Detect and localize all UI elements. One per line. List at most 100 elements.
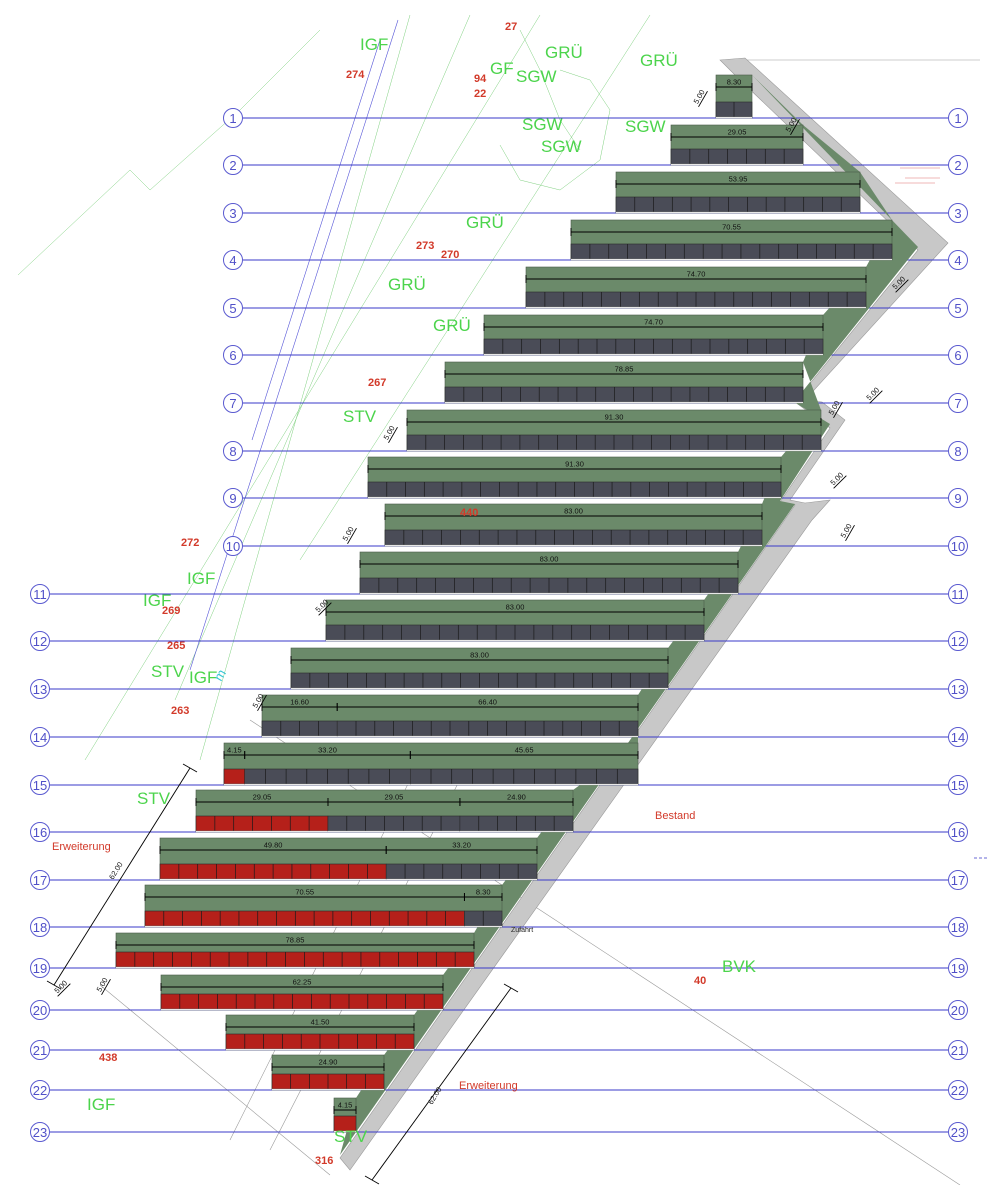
zone-label-igf: IGF [360,35,388,54]
grid-number-right: 9 [954,491,961,506]
grid-bubble-left [30,917,50,937]
dimension-label: 78.85 [286,936,305,945]
parcel-number: 263 [171,705,189,717]
dimension-label: 29.05 [253,793,272,802]
panel-row: 24.90 [271,1054,385,1091]
long-dim-tick [364,1175,380,1185]
grid-number-right: 15 [951,778,965,793]
small-dim-line [895,279,909,293]
grid-number-right: 18 [951,920,965,935]
grid-number-right: 10 [951,539,965,554]
long-dim-tick [503,983,519,993]
dimension-label: 33.20 [452,841,471,850]
dimension-label: 74.70 [644,318,663,327]
panel-row: 91.30 [367,456,782,499]
grid-number-left: 13 [33,682,47,697]
grid-bubble-left [30,584,50,604]
dimension-label: 83.00 [564,507,583,516]
grid-number-left: 19 [33,961,47,976]
parcel-boundary-line [17,29,321,276]
zone-label-stv: STV [334,1127,368,1146]
grid-bubble-left [223,345,243,365]
dimension-label: 33.20 [318,746,337,755]
grid-bubble-left [223,298,243,318]
grid-number-right: 20 [951,1003,965,1018]
grid-number-right: 6 [954,348,961,363]
small-dim: 5.00 [382,424,398,444]
zone-label-grue: GRÜ [545,43,583,62]
dimension-label: 8.30 [727,78,742,87]
grid-number-right: 8 [954,444,961,459]
grid-bubble-left [30,1122,50,1142]
grid-bubble-right [948,1040,968,1060]
parcel-number: 269 [162,605,180,617]
grid-number-left: 2 [229,158,236,173]
small-dim-line [790,118,800,136]
small-dim-label: 5.00 [864,385,881,402]
grid-bubble-left [30,870,50,890]
grid-bubble-right [948,917,968,937]
cadastral-linework [17,14,988,1185]
parcel-number: 272 [181,537,199,549]
grid-number-left: 20 [33,1003,47,1018]
existing-segment [670,148,804,165]
dimension-label: 83.00 [470,651,489,660]
grid-bubble-left [30,1000,50,1020]
zone-label-grue: GRÜ [388,275,426,294]
panel-row: 16.60 66.40 [261,694,639,738]
existing-segment [409,768,639,785]
existing-segment [444,386,804,403]
grid-number-left: 1 [229,111,236,126]
grid-bubble-right [948,250,968,270]
dimension-label: 8.30 [476,888,491,897]
grid-number-right: 21 [951,1043,965,1058]
grid-bubble-right [948,1000,968,1020]
grid-number-right: 7 [954,396,961,411]
parcel-number: 40 [694,975,706,987]
grid-bubble-left [30,679,50,699]
dimension-label: 29.05 [385,793,404,802]
long-dim-line-right [371,987,512,1181]
grid-number-right: 13 [951,682,965,697]
dimension-label: 83.00 [540,555,559,564]
panel-row: 91.30 [406,409,822,452]
contour-line [519,29,581,151]
small-dim: 5.00 [52,978,71,997]
panel-row: 78.85 [444,361,804,404]
zone-label-stv: STV [151,662,185,681]
grid-number-left: 18 [33,920,47,935]
grid-bubble-right [948,631,968,651]
small-dim-line [869,390,883,404]
zone-label-igf: IGF [143,591,171,610]
note-bestand: Bestand [655,810,695,822]
grid-bubble-right [948,488,968,508]
grid-number-left: 4 [229,253,236,268]
grid-number-left: 15 [33,778,47,793]
grid-bubble-right [948,393,968,413]
dimension-label: 74.70 [687,270,706,279]
grid-bubble-left [223,155,243,175]
grid-bubble-right [948,775,968,795]
small-dim: 5.00 [864,385,883,404]
grid-bubble-left [223,108,243,128]
grid-number-left: 16 [33,825,47,840]
grid-bubble-right [948,1080,968,1100]
zone-label-sgw: SGW [625,117,666,136]
panel-row: 8.30 [715,74,753,119]
dimension-label: 83.00 [506,603,525,612]
dimension-label: 24.90 [319,1058,338,1067]
extension-segment [115,951,475,968]
grid-number-left: 7 [229,396,236,411]
grid-number-left: 21 [33,1043,47,1058]
grid-number-left: 12 [33,634,47,649]
panel-row: 70.55 8.30 [144,884,503,928]
parcel-number: 438 [99,1052,117,1064]
panel-row: 74.70 [483,314,824,356]
panel-row: 83.00 [384,503,763,547]
small-dim-line [101,978,111,996]
grid-number-right: 22 [951,1083,965,1098]
dimension-label: 91.30 [605,413,624,422]
panel-row: 29.05 29.05 24.90 [195,789,574,833]
grid-bubble-left [223,441,243,461]
